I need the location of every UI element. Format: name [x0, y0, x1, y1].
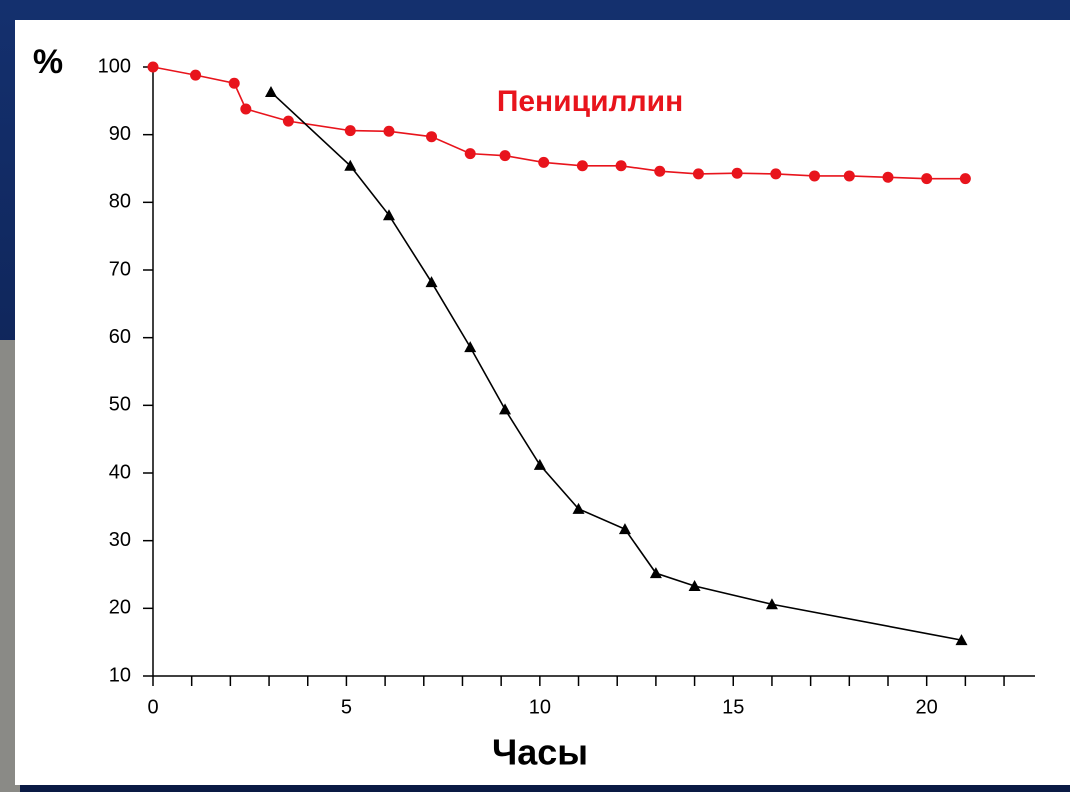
- point-marker: [765, 598, 778, 610]
- x-tick-label: 0: [147, 696, 158, 718]
- x-tick-label: 5: [341, 696, 352, 718]
- point-marker: [533, 458, 546, 470]
- chart-panel: [15, 20, 1070, 785]
- point-marker: [882, 171, 894, 183]
- point-marker: [618, 523, 631, 535]
- point-marker: [576, 160, 588, 172]
- x-tick-label: 15: [722, 696, 744, 718]
- point-marker: [921, 173, 933, 185]
- point-marker: [425, 276, 438, 288]
- y-tick-label: 70: [109, 258, 131, 280]
- point-marker: [615, 160, 627, 172]
- point-marker: [190, 69, 202, 81]
- point-marker: [572, 502, 585, 514]
- series-label: Пенициллин: [497, 85, 683, 118]
- point-marker: [240, 103, 252, 115]
- y-tick-label: 90: [109, 123, 131, 145]
- point-marker: [464, 341, 477, 353]
- y-axis-label: %: [33, 43, 63, 81]
- point-marker: [770, 168, 782, 180]
- y-tick-label: 60: [109, 326, 131, 348]
- point-marker: [843, 170, 855, 182]
- point-marker: [147, 61, 159, 73]
- point-marker: [228, 77, 240, 89]
- y-tick-label: 20: [109, 597, 131, 619]
- point-marker: [692, 168, 704, 180]
- point-marker: [426, 131, 438, 143]
- x-tick-label: 10: [529, 696, 551, 718]
- point-marker: [383, 125, 395, 137]
- point-marker: [959, 173, 971, 185]
- x-axis-label: Часы: [492, 732, 588, 773]
- y-tick-label: 40: [109, 461, 131, 483]
- point-marker: [282, 115, 294, 127]
- y-tick-label: 50: [109, 394, 131, 416]
- point-marker: [654, 165, 666, 177]
- y-tick-label: 100: [98, 55, 131, 77]
- point-marker: [344, 125, 356, 137]
- point-marker: [499, 150, 511, 162]
- y-tick-label: 80: [109, 191, 131, 213]
- point-marker: [688, 580, 701, 592]
- y-tick-label: 10: [109, 664, 131, 686]
- point-marker: [382, 209, 395, 221]
- point-marker: [809, 170, 820, 182]
- point-marker: [538, 156, 550, 168]
- point-marker: [344, 159, 357, 171]
- series-line: [152, 66, 966, 180]
- point-marker: [499, 403, 512, 415]
- y-tick-label: 30: [109, 529, 131, 551]
- x-tick-label: 20: [916, 696, 938, 718]
- point-marker: [264, 86, 277, 98]
- point-marker: [955, 634, 968, 646]
- point-marker: [731, 167, 743, 179]
- point-marker: [464, 148, 476, 160]
- point-marker: [649, 567, 662, 579]
